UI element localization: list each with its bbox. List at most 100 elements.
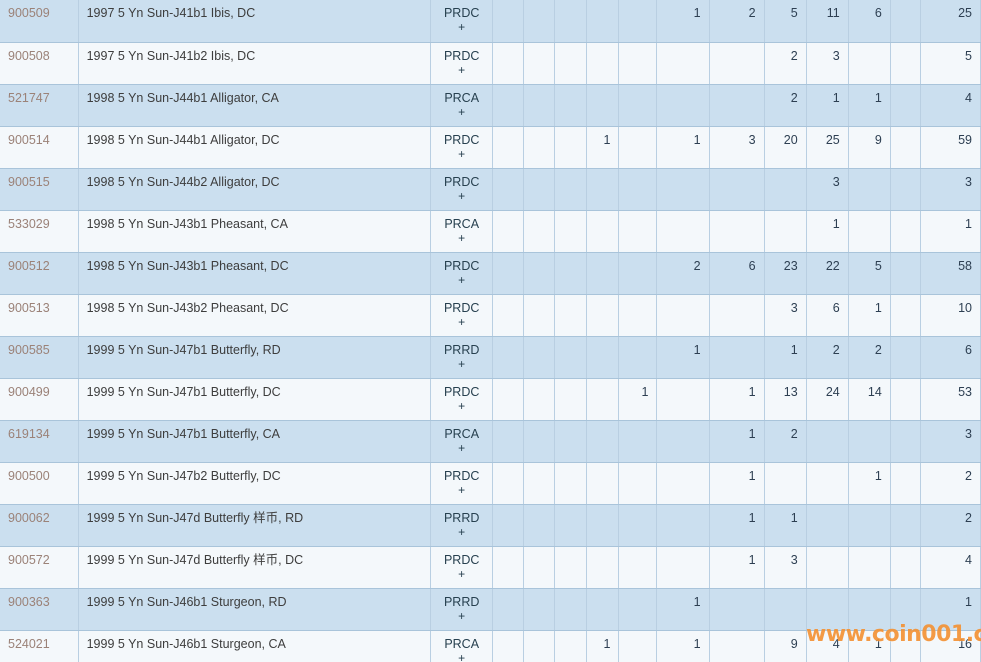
cert-id-cell[interactable]: 900508 — [0, 42, 79, 85]
grade-plus-indicator: + — [458, 20, 466, 34]
cert-id-cell[interactable]: 900500 — [0, 462, 79, 505]
table-row[interactable]: 900512 1998 5 Yn Sun-J43b1 Pheasant, DC PR… — [0, 252, 981, 295]
table-row[interactable]: 900508 1997 5 Yn Sun-J41b2 Ibis, DC PRDC +2… — [0, 42, 981, 85]
grade-label: PRRD — [443, 510, 480, 525]
cert-id-cell[interactable]: 619134 — [0, 420, 79, 463]
population-count-cell: 1 — [656, 336, 710, 379]
population-count-cell: 1 — [709, 462, 765, 505]
cert-id-link[interactable]: 900509 — [8, 6, 50, 20]
population-count-cell — [523, 336, 556, 379]
cert-id-link[interactable]: 900363 — [8, 594, 50, 609]
grade-plus-indicator: + — [458, 608, 466, 623]
cert-id-cell[interactable]: 533029 — [0, 210, 79, 253]
population-count-cell — [586, 84, 620, 127]
population-count-cell: 11 — [806, 0, 849, 43]
cert-id-cell[interactable]: 900514 — [0, 126, 79, 169]
cert-id-cell[interactable]: 900363 — [0, 588, 79, 631]
table-row[interactable]: 900572 1999 5 Yn Sun-J47d Butterfly 样币, D… — [0, 546, 981, 589]
cert-id-link[interactable]: 900499 — [8, 384, 50, 399]
table-row[interactable]: 900062 1999 5 Yn Sun-J47d Butterfly 样币, R… — [0, 504, 981, 547]
grade-plus-indicator: + — [458, 398, 466, 413]
cert-id-cell[interactable]: 900585 — [0, 336, 79, 379]
population-count-cell: 20 — [764, 126, 807, 169]
population-count-cell — [890, 336, 921, 379]
population-count-cell: 9 — [764, 630, 807, 662]
cert-id-link[interactable]: 900500 — [8, 468, 50, 483]
population-count-cell — [492, 126, 525, 169]
population-count-cell: 1 — [656, 126, 710, 169]
table-row[interactable]: 900363 1999 5 Yn Sun-J46b1 Sturgeon, RD PR… — [0, 588, 981, 631]
table-row[interactable]: 521747 1998 5 Yn Sun-J44b1 Alligator, CA P… — [0, 84, 981, 127]
table-row[interactable]: 619134 1999 5 Yn Sun-J47b1 Butterfly, CA P… — [0, 420, 981, 463]
grade-label: PRRD — [443, 594, 480, 609]
table-row[interactable]: 900585 1999 5 Yn Sun-J47b1 Butterfly, RD P… — [0, 336, 981, 379]
population-count-cell: 2 — [709, 0, 765, 43]
population-count-cell — [618, 84, 658, 127]
cert-id-cell[interactable]: 900499 — [0, 378, 79, 421]
table-row[interactable]: 533029 1998 5 Yn Sun-J43b1 Pheasant, CA PR… — [0, 210, 981, 253]
total-count-cell: 2 — [920, 504, 981, 547]
table-row[interactable]: 900509 1997 5 Yn Sun-J41b1 Ibis, DC PRDC +1… — [0, 0, 981, 43]
cert-id-link[interactable]: 900514 — [8, 132, 50, 147]
table-row[interactable]: 900515 1998 5 Yn Sun-J44b2 Alligator, DC P… — [0, 168, 981, 211]
grade-label: PRDC — [443, 468, 480, 483]
table-row[interactable]: 524021 1999 5 Yn Sun-J46b1 Sturgeon, CA PR… — [0, 630, 981, 662]
table-row[interactable]: 900500 1999 5 Yn Sun-J47b2 Butterfly, DC P… — [0, 462, 981, 505]
cert-id-cell[interactable]: 900513 — [0, 294, 79, 337]
population-count-cell — [618, 630, 658, 662]
population-count-cell — [492, 84, 525, 127]
grade-cell: PRDC + — [430, 126, 494, 169]
cert-id-link[interactable]: 900512 — [8, 258, 50, 273]
grade-label: PRRD — [443, 342, 480, 357]
population-count-cell — [492, 504, 525, 547]
cert-id-cell[interactable]: 521747 — [0, 84, 79, 127]
table-row[interactable]: 900513 1998 5 Yn Sun-J43b2 Pheasant, DC PR… — [0, 294, 981, 337]
table-row[interactable]: 900499 1999 5 Yn Sun-J47b1 Butterfly, DC P… — [0, 378, 981, 421]
cert-id-link[interactable]: 900585 — [8, 342, 50, 357]
population-count-cell: 1 — [618, 378, 658, 421]
cert-id-link[interactable]: 900062 — [8, 510, 50, 525]
population-count-cell — [523, 168, 556, 211]
total-count-cell: 59 — [920, 126, 981, 169]
total-count-cell: 6 — [920, 336, 981, 379]
cert-id-link[interactable]: 900513 — [8, 300, 50, 315]
cert-id-cell[interactable]: 900515 — [0, 168, 79, 211]
cert-id-cell[interactable]: 900509 — [0, 0, 79, 43]
population-count-cell — [709, 84, 765, 127]
population-count-cell — [523, 378, 556, 421]
population-count-cell — [554, 126, 588, 169]
population-count-cell — [554, 462, 588, 505]
total-count-cell: 25 — [920, 0, 981, 43]
table-row[interactable]: 900514 1998 5 Yn Sun-J44b1 Alligator, DC P… — [0, 126, 981, 169]
cert-id-link[interactable]: 619134 — [8, 426, 50, 441]
cert-id-link[interactable]: 533029 — [8, 216, 50, 231]
population-count-cell — [586, 252, 620, 295]
population-count-cell: 6 — [806, 294, 849, 337]
population-count-cell — [554, 252, 588, 295]
cert-id-link[interactable]: 900572 — [8, 552, 50, 567]
population-count-cell: 23 — [764, 252, 807, 295]
population-count-cell — [709, 294, 765, 337]
grade-cell: PRDC + — [430, 0, 494, 43]
population-count-cell — [554, 42, 588, 85]
coin-description-cell: 1999 5 Yn Sun-J47b1 Butterfly, RD — [78, 336, 432, 379]
population-count-cell — [586, 462, 620, 505]
cert-id-cell[interactable]: 900572 — [0, 546, 79, 589]
grade-cell: PRDC + — [430, 168, 494, 211]
population-count-cell — [492, 546, 525, 589]
cert-id-link[interactable]: 900515 — [8, 174, 50, 189]
grade-plus-indicator: + — [458, 104, 466, 119]
cert-id-link[interactable]: 900508 — [8, 48, 50, 63]
total-count-cell: 5 — [920, 42, 981, 85]
cert-id-link[interactable]: 524021 — [8, 636, 50, 651]
cert-id-cell[interactable]: 524021 — [0, 630, 79, 662]
grade-label: PRDC — [443, 384, 480, 399]
population-count-cell: 1 — [848, 630, 891, 662]
cert-id-link[interactable]: 521747 — [8, 90, 50, 105]
cert-id-cell[interactable]: 900062 — [0, 504, 79, 547]
coin-description-cell: 1999 5 Yn Sun-J47d Butterfly 样币, DC — [78, 546, 432, 589]
cert-id-cell[interactable]: 900512 — [0, 252, 79, 295]
population-count-cell: 1 — [806, 210, 849, 253]
